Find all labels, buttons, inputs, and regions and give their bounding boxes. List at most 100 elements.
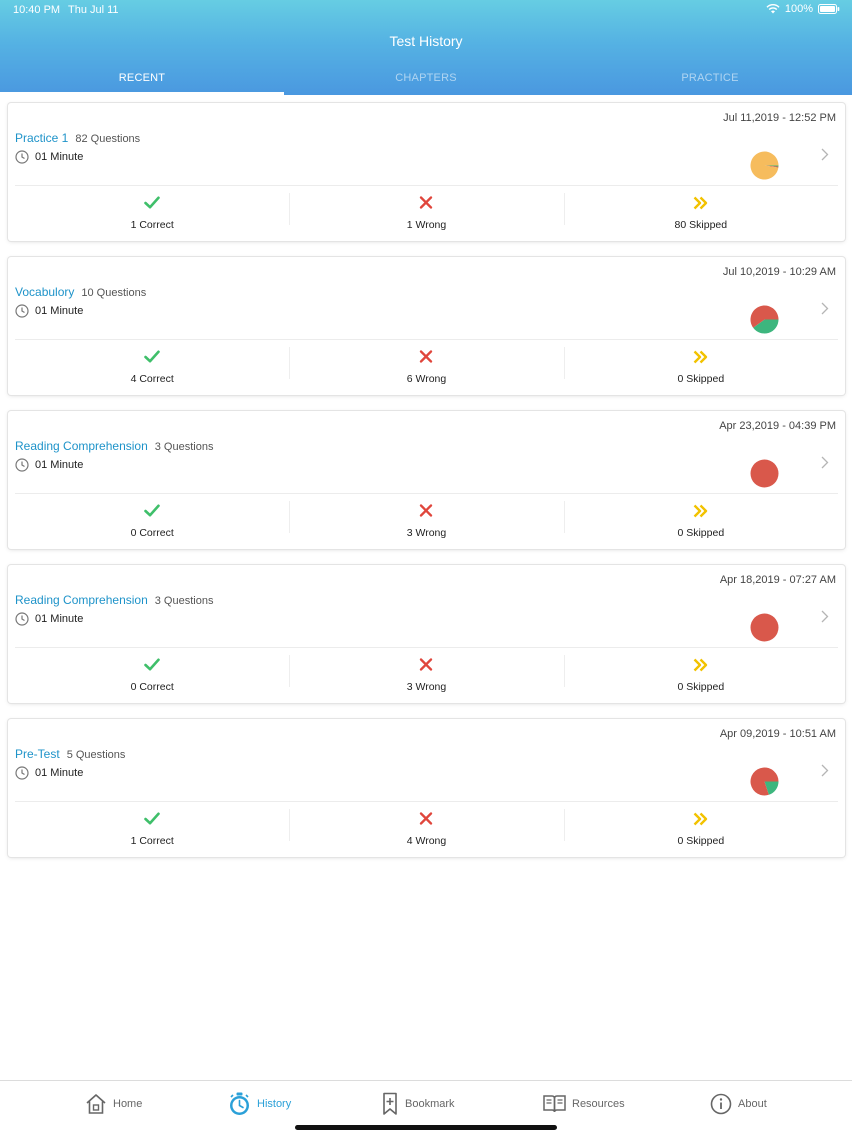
test-title: Pre-Test <box>15 747 60 761</box>
nav-home-label: Home <box>113 1098 143 1110</box>
correct-label: 1 Correct <box>130 835 174 847</box>
correct-label: 0 Correct <box>130 527 174 539</box>
skipped-label: 0 Skipped <box>677 373 725 385</box>
test-title-row: Reading Comprehension 3 Questions <box>15 439 213 453</box>
tab-practice[interactable]: PRACTICE <box>681 72 739 84</box>
pie-slice <box>753 319 779 334</box>
skipped-label: 0 Skipped <box>677 835 725 847</box>
cross-icon <box>420 504 433 517</box>
status-date: Thu Jul 11 <box>68 4 119 16</box>
test-duration: 01 Minute <box>15 304 83 318</box>
nav-resources-label: Resources <box>572 1098 625 1110</box>
test-duration: 01 Minute <box>15 150 83 164</box>
battery-icon <box>818 4 840 14</box>
stat-wrong: 4 Wrong <box>289 803 563 857</box>
chevron-right-icon[interactable] <box>821 764 829 777</box>
result-pie-chart <box>750 767 779 796</box>
stat-skipped: 0 Skipped <box>563 803 838 857</box>
history-card[interactable]: Jul 10,2019 - 10:29 AM Vocabulory 10 Quest… <box>8 257 845 395</box>
test-title-row: Vocabulory 10 Questions <box>15 285 146 299</box>
stat-correct: 1 Correct <box>15 187 289 241</box>
stat-skipped: 0 Skipped <box>563 495 838 549</box>
pie-slice <box>764 165 779 168</box>
test-title: Reading Comprehension <box>15 439 148 453</box>
nav-about[interactable]: About <box>710 1091 767 1117</box>
card-divider <box>15 339 838 340</box>
history-card[interactable]: Apr 18,2019 - 07:27 AM Reading Comprehens… <box>8 565 845 703</box>
stat-correct: 4 Correct <box>15 341 289 395</box>
info-icon <box>710 1093 732 1115</box>
double-chevron-icon <box>693 658 709 672</box>
check-icon <box>144 658 160 671</box>
result-stats: 1 Correct 1 Wrong 80 Skipped <box>15 187 838 241</box>
result-pie-chart <box>750 151 779 180</box>
page-title: Test History <box>389 33 463 49</box>
pie-slice <box>750 151 779 180</box>
chevron-right-icon[interactable] <box>821 302 829 315</box>
cross-icon <box>420 658 433 671</box>
home-icon <box>85 1093 107 1115</box>
clock-icon <box>15 304 29 318</box>
history-icon <box>228 1092 251 1116</box>
chevron-right-icon[interactable] <box>821 456 829 469</box>
test-title-row: Pre-Test 5 Questions <box>15 747 125 761</box>
card-divider <box>15 493 838 494</box>
check-icon <box>144 504 160 517</box>
clock-icon <box>15 612 29 626</box>
card-divider <box>15 801 838 802</box>
test-date: Apr 18,2019 - 07:27 AM <box>719 574 836 586</box>
stat-correct: 0 Correct <box>15 649 289 703</box>
status-time: 10:40 PM <box>13 4 61 16</box>
chevron-right-icon[interactable] <box>821 148 829 161</box>
home-indicator <box>295 1125 557 1130</box>
check-icon <box>144 350 160 363</box>
test-title: Practice 1 <box>15 131 69 145</box>
question-count: 3 Questions <box>154 595 214 607</box>
test-title: Reading Comprehension <box>15 593 148 607</box>
wrong-label: 3 Wrong <box>406 681 447 693</box>
result-pie-chart <box>750 613 779 642</box>
stat-correct: 0 Correct <box>15 495 289 549</box>
correct-label: 0 Correct <box>130 681 174 693</box>
test-title-row: Reading Comprehension 3 Questions <box>15 593 213 607</box>
nav-bookmark[interactable]: Bookmark <box>381 1091 455 1117</box>
double-chevron-icon <box>693 196 709 210</box>
tab-recent[interactable]: RECENT <box>0 66 284 95</box>
skipped-label: 0 Skipped <box>677 527 725 539</box>
check-icon <box>144 812 160 825</box>
tab-chapters[interactable]: CHAPTERS <box>395 72 457 84</box>
status-bar: 10:40 PM Thu Jul 11 100% <box>0 0 852 20</box>
nav-bookmark-label: Bookmark <box>405 1098 455 1110</box>
wifi-icon <box>766 4 780 14</box>
nav-history[interactable]: History <box>228 1091 291 1117</box>
test-title: Vocabulory <box>15 285 75 299</box>
skipped-label: 80 Skipped <box>674 219 728 231</box>
test-duration: 01 Minute <box>15 612 83 626</box>
book-icon <box>543 1094 566 1114</box>
double-chevron-icon <box>693 812 709 826</box>
pie-slice <box>764 781 779 795</box>
result-stats: 0 Correct 3 Wrong 0 Skipped <box>15 649 838 703</box>
test-date: Apr 09,2019 - 10:51 AM <box>719 728 836 740</box>
chevron-right-icon[interactable] <box>821 610 829 623</box>
card-divider <box>15 185 838 186</box>
history-card[interactable]: Apr 23,2019 - 04:39 PM Reading Comprehens… <box>8 411 845 549</box>
question-count: 5 Questions <box>66 749 126 761</box>
nav-home[interactable]: Home <box>85 1091 142 1117</box>
nav-about-label: About <box>738 1098 767 1110</box>
tab-bar: RECENT CHAPTERS PRACTICE <box>0 66 852 95</box>
stat-wrong: 6 Wrong <box>289 341 563 395</box>
question-count: 82 Questions <box>75 133 141 145</box>
history-card[interactable]: Jul 11,2019 - 12:52 PM Practice 1 82 Quest… <box>8 103 845 241</box>
nav-resources[interactable]: Resources <box>543 1091 625 1117</box>
pie-slice <box>750 459 779 488</box>
clock-icon <box>15 458 29 472</box>
test-duration: 01 Minute <box>15 458 83 472</box>
history-card[interactable]: Apr 09,2019 - 10:51 AM Pre-Test 5 Question… <box>8 719 845 857</box>
stat-correct: 1 Correct <box>15 803 289 857</box>
duration-label: 01 Minute <box>35 613 84 625</box>
status-indicators: 100% <box>766 3 840 15</box>
stat-skipped: 0 Skipped <box>563 649 838 703</box>
duration-label: 01 Minute <box>35 459 84 471</box>
wrong-label: 6 Wrong <box>406 373 447 385</box>
